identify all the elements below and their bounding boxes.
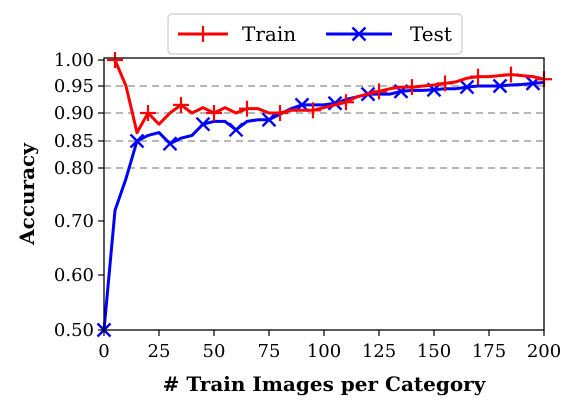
reference-lines (104, 85, 544, 169)
x-tick-label: 75 (258, 341, 281, 362)
series-train (107, 52, 552, 135)
data-point-test (459, 79, 475, 95)
series-layer (96, 52, 552, 338)
data-point-train (107, 52, 123, 68)
data-point-test (327, 95, 343, 111)
x-tick-label: 150 (417, 341, 451, 362)
legend-train-plus-marker (195, 26, 211, 42)
series-line-test (102, 80, 545, 331)
data-point-test (129, 133, 145, 149)
x-tick-label: 0 (98, 341, 109, 362)
data-point-train (272, 105, 288, 121)
y-tick-label: 0.80 (54, 158, 94, 179)
y-tick-label: 1.00 (54, 50, 94, 71)
x-tick-label: 25 (148, 341, 171, 362)
y-axis-label: Accuracy (15, 142, 39, 246)
legend-frame (167, 13, 463, 55)
data-point-train (470, 68, 486, 85)
data-point-test (195, 116, 211, 132)
x-axis-ticks: 0 25 50 75 100 125 150 175 200 (98, 330, 561, 362)
legend-train-marker (195, 26, 211, 42)
y-tick-label: 0.90 (54, 103, 94, 124)
y-tick-label: 0.50 (54, 320, 94, 341)
series-test (96, 76, 545, 338)
data-point-train (173, 96, 189, 113)
legend-test-label: Test (410, 22, 452, 46)
legend-test-x-marker (351, 26, 367, 42)
y-tick-label: 0.70 (54, 211, 94, 232)
legend: Train Test (167, 13, 463, 55)
data-point-train (305, 102, 321, 119)
data-point-train (239, 100, 255, 117)
data-point-train (404, 79, 420, 96)
data-point-train (503, 66, 519, 83)
y-tick-label: 0.60 (54, 265, 94, 286)
plot-frame (103, 57, 545, 331)
y-tick-label: 0.85 (54, 131, 94, 152)
data-point-test (492, 78, 508, 94)
x-tick-label: 125 (362, 341, 396, 362)
data-point-train (206, 105, 222, 121)
data-point-train (140, 105, 156, 121)
data-point-test (162, 136, 178, 152)
x-axis-label: # Train Images per Category (163, 372, 487, 396)
y-axis-ticks: 0.50 0.60 0.70 0.80 0.85 0.90 0.95 1.00 (54, 50, 104, 341)
data-point-train (437, 75, 453, 92)
legend-train-label: Train (242, 22, 296, 46)
data-point-train (371, 83, 387, 100)
x-tick-label: 175 (472, 341, 506, 362)
data-point-test (261, 112, 277, 128)
legend-test-marker (351, 26, 367, 42)
y-tick-label: 0.95 (54, 76, 94, 97)
x-tick-label: 200 (527, 341, 561, 362)
data-point-test (228, 122, 244, 138)
x-tick-label: 50 (203, 341, 226, 362)
data-point-train (338, 94, 354, 111)
x-tick-label: 100 (307, 341, 341, 362)
